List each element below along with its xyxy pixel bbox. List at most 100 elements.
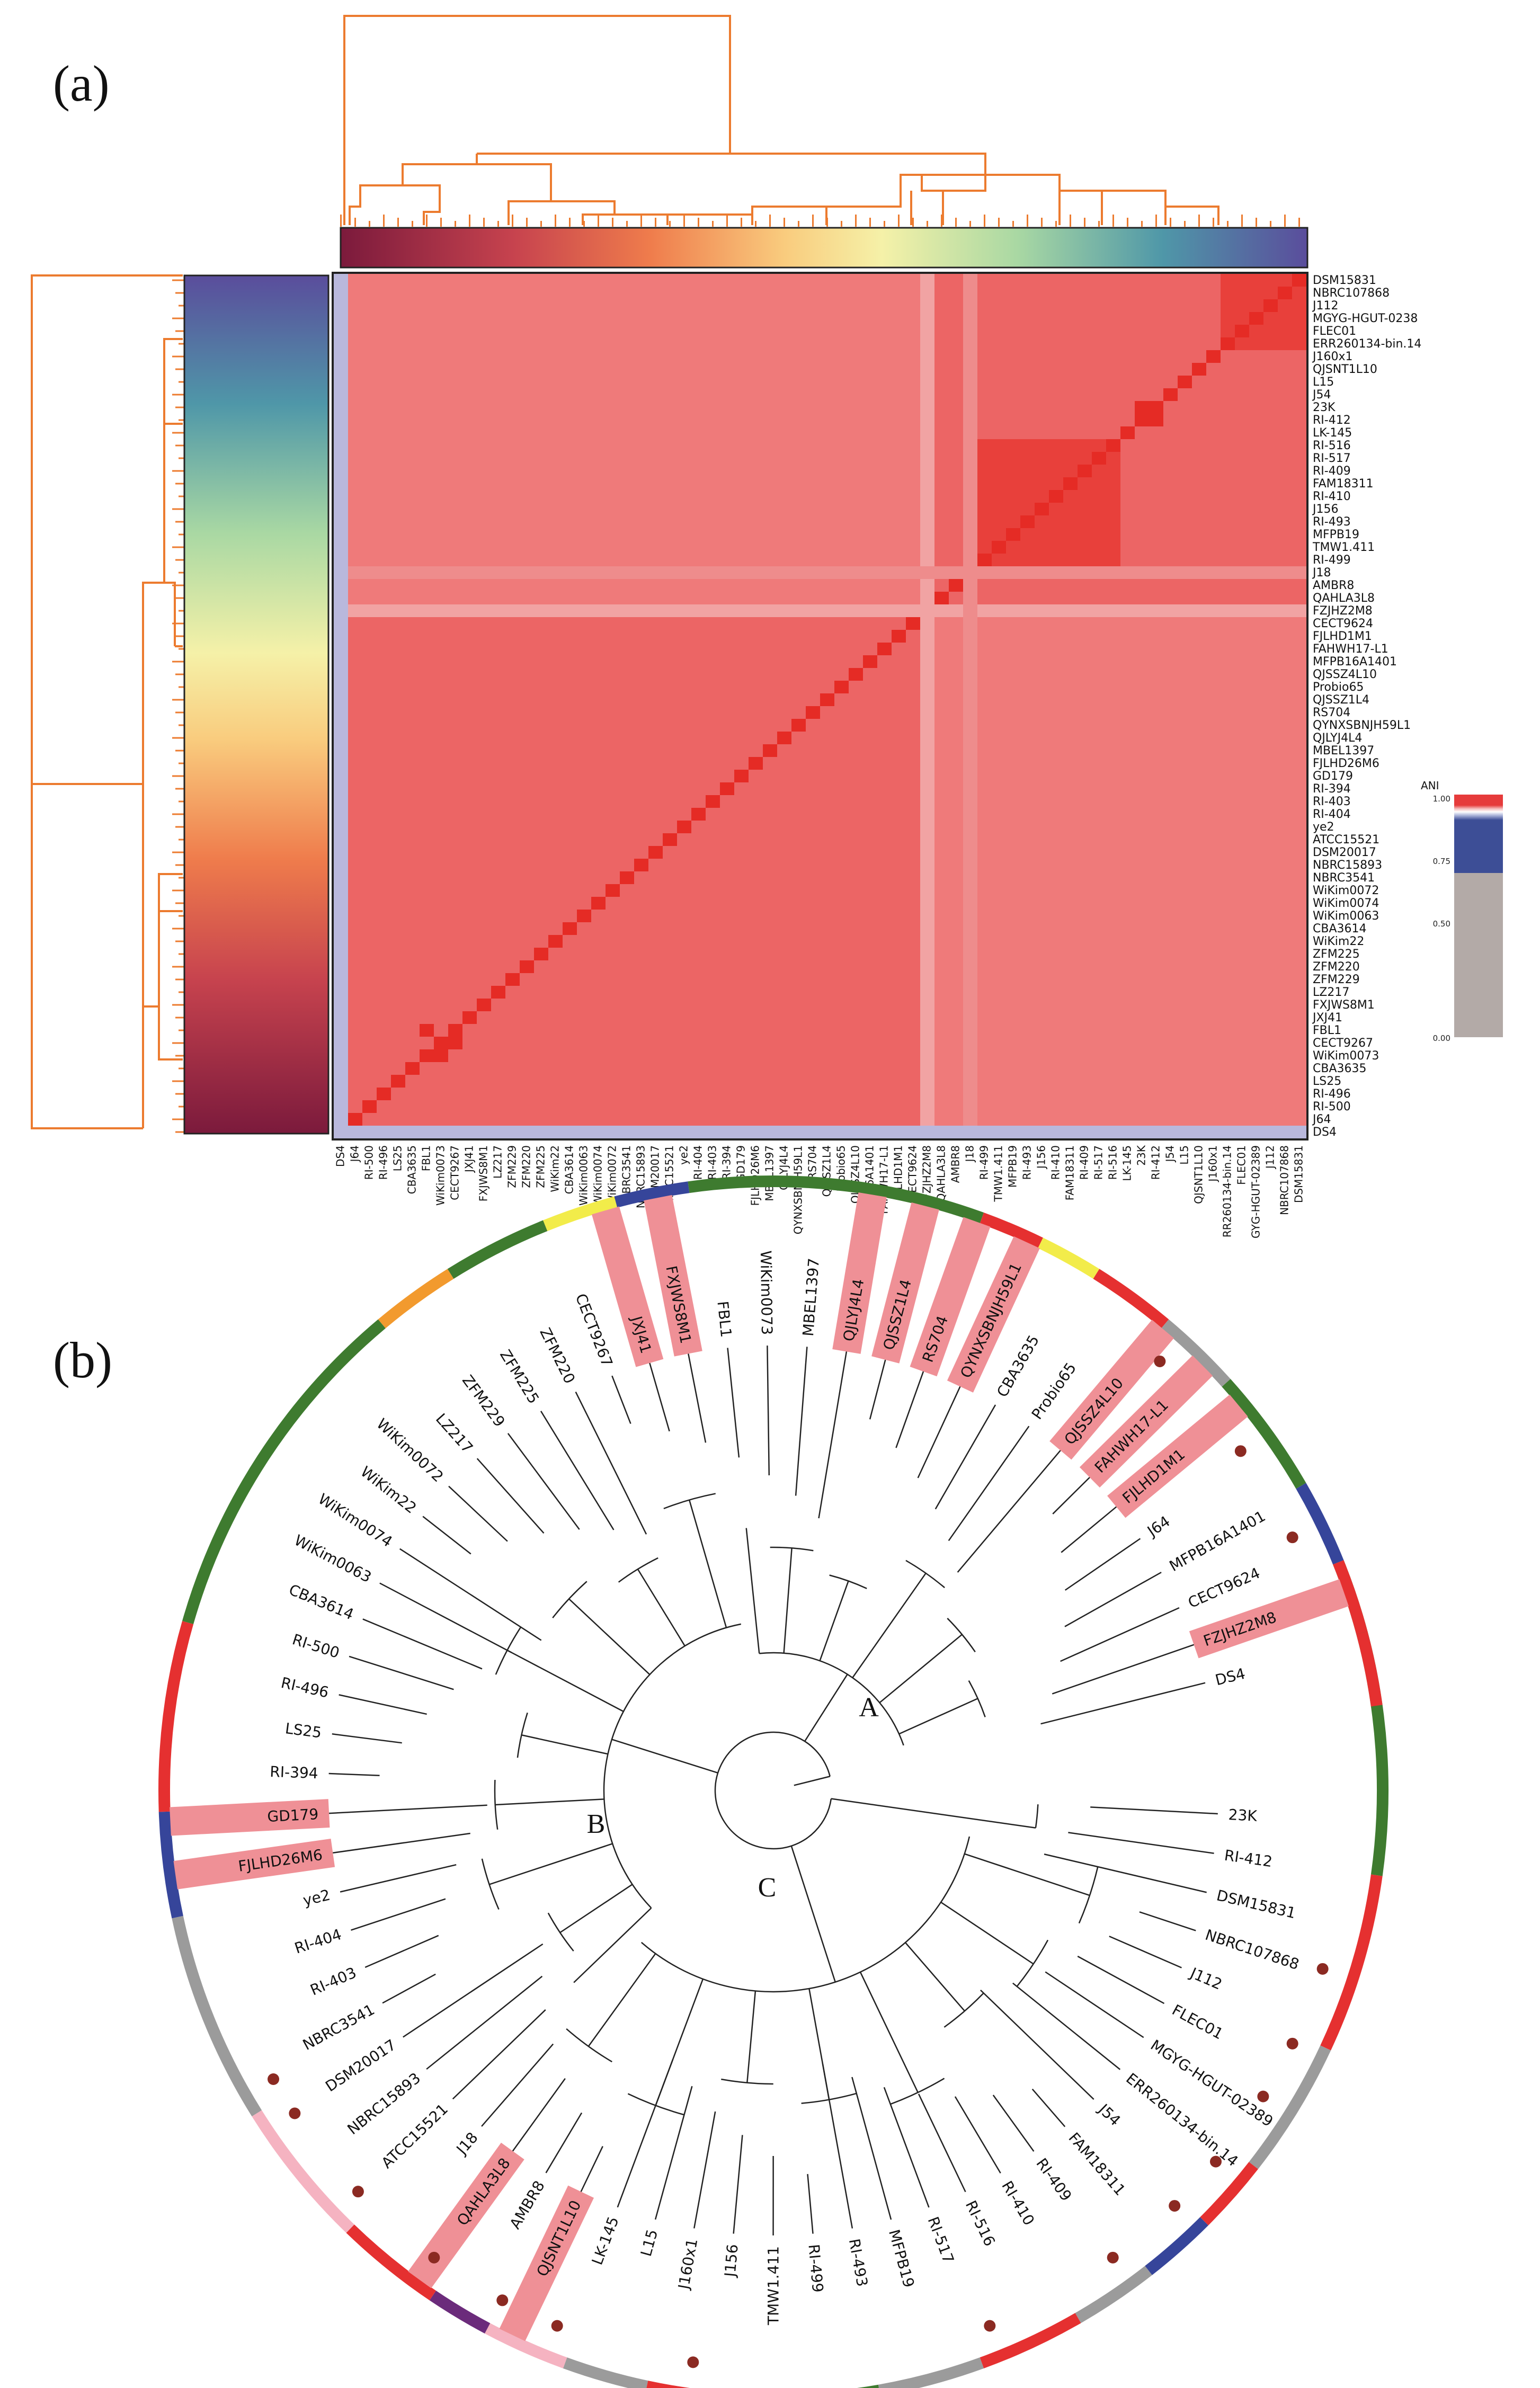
heatmap-cell bbox=[934, 744, 949, 758]
heatmap-cell bbox=[1035, 579, 1049, 592]
heatmap-cell bbox=[806, 1011, 821, 1024]
heatmap-cell bbox=[405, 477, 420, 491]
heatmap-cell bbox=[534, 325, 549, 338]
heatmap-cell bbox=[992, 732, 1007, 745]
heatmap-cell bbox=[734, 630, 749, 643]
heatmap-cell bbox=[348, 960, 363, 974]
heatmap-cell bbox=[591, 287, 606, 300]
heatmap-cell bbox=[1278, 1100, 1293, 1113]
heatmap-cell bbox=[992, 299, 1007, 313]
heatmap-cell bbox=[920, 973, 935, 986]
ring-segment bbox=[980, 2313, 1081, 2368]
ani-legend-tick: 0.00 bbox=[1433, 1033, 1450, 1043]
heatmap-cell bbox=[420, 414, 434, 427]
heatmap-cell bbox=[1049, 579, 1064, 592]
heatmap-cell bbox=[806, 528, 821, 541]
heatmap-cell bbox=[520, 821, 535, 834]
heatmap-cell bbox=[405, 388, 420, 402]
heatmap-cell bbox=[834, 312, 849, 325]
heatmap-cell bbox=[1120, 1113, 1135, 1126]
heatmap-cell bbox=[763, 426, 778, 440]
heatmap-cell bbox=[1135, 884, 1150, 897]
heatmap-cell bbox=[434, 999, 449, 1012]
heatmap-cell bbox=[749, 477, 763, 491]
heatmap-cell bbox=[906, 503, 921, 516]
heatmap-cell bbox=[1049, 1062, 1064, 1075]
heatmap-cell bbox=[377, 350, 391, 363]
heatmap-cell bbox=[334, 655, 349, 669]
heatmap-cell bbox=[1163, 897, 1178, 910]
heatmap-cell bbox=[734, 1088, 749, 1101]
heatmap-cell bbox=[405, 782, 420, 796]
heatmap-cell bbox=[1035, 935, 1049, 948]
heatmap-cell bbox=[1035, 808, 1049, 821]
heatmap-cell bbox=[1292, 439, 1307, 452]
heatmap-cell bbox=[749, 1037, 763, 1050]
heatmap-cell bbox=[1092, 1075, 1107, 1088]
heatmap-cell bbox=[663, 859, 678, 872]
heatmap-cell bbox=[462, 465, 477, 478]
heatmap-cell bbox=[791, 668, 806, 681]
heatmap-cell bbox=[806, 681, 821, 694]
heatmap-cell bbox=[434, 643, 449, 656]
heatmap-cell bbox=[1221, 782, 1235, 796]
heatmap-cell bbox=[849, 426, 864, 440]
heatmap-cell bbox=[1092, 859, 1107, 872]
heatmap-cell bbox=[334, 681, 349, 694]
heatmap-cell bbox=[977, 579, 992, 592]
heatmap-cell bbox=[806, 884, 821, 897]
heatmap-cell bbox=[763, 465, 778, 478]
row-label: FJLHD1M1 bbox=[1313, 630, 1372, 643]
heatmap-cell bbox=[720, 337, 735, 351]
heatmap-cell bbox=[849, 643, 864, 656]
heatmap-cell bbox=[1149, 1113, 1164, 1126]
heatmap-cell bbox=[691, 414, 706, 427]
heatmap-cell bbox=[391, 757, 406, 770]
heatmap-cell bbox=[820, 719, 835, 732]
heatmap-cell bbox=[1149, 350, 1164, 363]
heatmap-cell bbox=[1235, 1037, 1250, 1050]
heatmap-cell bbox=[634, 999, 649, 1012]
heatmap-cell bbox=[1263, 465, 1278, 478]
heatmap-cell bbox=[520, 541, 535, 554]
heatmap-cell bbox=[677, 376, 692, 389]
heatmap-cell bbox=[949, 1011, 964, 1024]
heatmap-cell bbox=[820, 693, 835, 707]
heatmap-cell bbox=[405, 452, 420, 465]
heatmap-cell bbox=[620, 884, 635, 897]
heatmap-cell bbox=[405, 871, 420, 885]
heatmap-cell bbox=[405, 1126, 420, 1139]
heatmap-cell bbox=[477, 1126, 492, 1139]
heatmap-cell bbox=[834, 1024, 849, 1037]
heatmap-cell bbox=[963, 668, 978, 681]
heatmap-cell bbox=[977, 871, 992, 885]
heatmap-cell bbox=[1206, 935, 1221, 948]
heatmap-cell bbox=[505, 681, 520, 694]
heatmap-cell bbox=[863, 821, 878, 834]
heatmap-cell bbox=[591, 871, 606, 885]
heatmap-cell bbox=[462, 337, 477, 351]
heatmap-cell bbox=[1278, 312, 1293, 325]
heatmap-cell bbox=[720, 1062, 735, 1075]
heatmap-cell bbox=[849, 846, 864, 859]
heatmap-cell bbox=[849, 350, 864, 363]
heatmap-cell bbox=[1249, 833, 1264, 847]
heatmap-cell bbox=[462, 1037, 477, 1050]
heatmap-cell bbox=[1206, 871, 1221, 885]
heatmap-cell bbox=[834, 274, 849, 287]
heatmap-cell bbox=[777, 1113, 792, 1126]
heatmap-cell bbox=[1149, 490, 1164, 503]
heatmap-cell bbox=[1278, 579, 1293, 592]
heatmap-cell bbox=[1149, 744, 1164, 758]
heatmap-cell bbox=[405, 1011, 420, 1024]
column-label: MFPB19 bbox=[1007, 1145, 1019, 1188]
column-label: WiKim0063 bbox=[577, 1145, 590, 1206]
heatmap-cell bbox=[706, 833, 720, 847]
heatmap-cell bbox=[1020, 376, 1035, 389]
heatmap-cell bbox=[906, 515, 921, 529]
heatmap-cell bbox=[963, 706, 978, 719]
heatmap-cell bbox=[949, 630, 964, 643]
heatmap-cell bbox=[906, 871, 921, 885]
heatmap-cell bbox=[491, 566, 506, 580]
heatmap-cell bbox=[791, 821, 806, 834]
